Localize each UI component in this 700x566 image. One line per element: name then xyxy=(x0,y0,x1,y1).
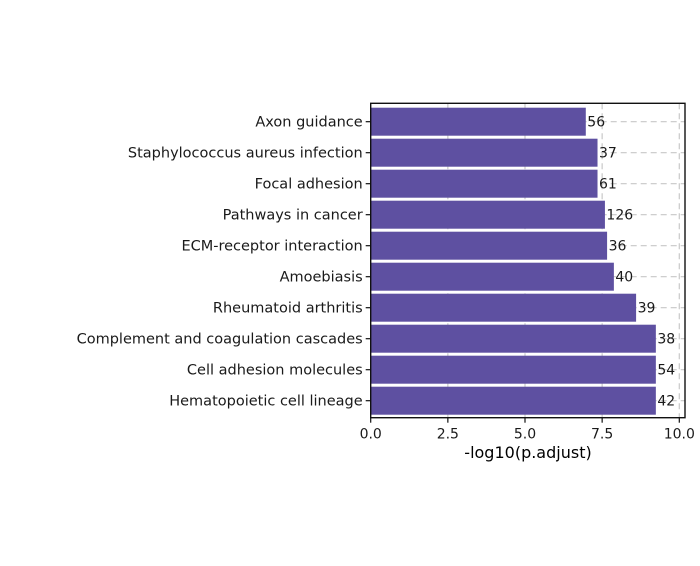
x-tick-label: 10.0 xyxy=(664,427,695,443)
x-tick-label: 5.0 xyxy=(514,427,536,443)
y-category-label: Staphylococcus aureus infection xyxy=(128,146,363,162)
bar-count-label: 42 xyxy=(657,394,675,410)
y-category-label: ECM-receptor interaction xyxy=(181,239,362,255)
x-tick-label: 7.5 xyxy=(591,427,613,443)
y-category-label: Pathways in cancer xyxy=(223,208,363,224)
bar-count-label: 56 xyxy=(587,115,605,131)
bar xyxy=(370,355,656,384)
bar xyxy=(370,262,614,291)
bar-count-label: 39 xyxy=(638,301,656,317)
bar-count-label: 61 xyxy=(599,177,617,193)
bar xyxy=(370,231,608,260)
x-tick-label: 0.0 xyxy=(360,427,382,443)
y-category-label: Rheumatoid arthritis xyxy=(213,301,363,317)
x-tick-label: 2.5 xyxy=(437,427,459,443)
bar xyxy=(370,169,598,198)
bar-count-label: 40 xyxy=(615,270,633,286)
bar xyxy=(370,386,656,415)
y-category-label: Cell adhesion molecules xyxy=(187,363,363,379)
bar xyxy=(370,107,586,136)
y-category-label: Focal adhesion xyxy=(255,177,363,193)
bar-count-label: 126 xyxy=(606,208,633,224)
y-category-label: Complement and coagulation cascades xyxy=(77,332,363,348)
bar xyxy=(370,324,656,353)
y-category-label: Amoebiasis xyxy=(280,270,363,286)
bar-count-label: 38 xyxy=(657,332,675,348)
y-category-label: Hematopoietic cell lineage xyxy=(169,394,363,410)
bar xyxy=(370,200,605,229)
y-category-label: Axon guidance xyxy=(255,115,362,131)
plot-border xyxy=(370,102,686,419)
y-axis: Axon guidance Staphylococcus aureus infec… xyxy=(77,115,371,410)
bar xyxy=(370,138,598,167)
bar-count-label: 36 xyxy=(609,239,627,255)
bar-count-label: 54 xyxy=(657,363,675,379)
x-axis-title: -log10(p.adjust) xyxy=(464,443,591,462)
x-axis: 0.0 2.5 5.0 7.5 10.0 xyxy=(360,417,695,443)
bar-count-label: 37 xyxy=(599,146,617,162)
bar xyxy=(370,293,637,322)
